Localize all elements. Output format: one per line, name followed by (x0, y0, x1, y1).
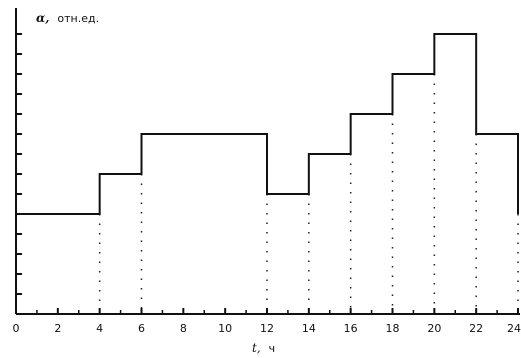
x-tick-label: 16 (344, 322, 358, 335)
y-axis-unit: отн.ед. (57, 12, 99, 25)
x-ticks (15, 308, 519, 314)
x-tick-label: 2 (54, 322, 61, 335)
x-tick-label: 0 (13, 322, 20, 335)
x-tick-label: 10 (218, 322, 232, 335)
x-tick-labels: 0 2 4 6 8 10 12 14 16 18 20 22 24 (13, 322, 521, 335)
x-axis-symbol: t, (252, 341, 261, 355)
dotted-guides (98, 74, 519, 314)
y-axis-label: α, отн.ед. (36, 9, 99, 26)
x-tick-label: 20 (427, 322, 441, 335)
x-axis-unit: ч (269, 342, 276, 355)
y-axis-symbol: α, (36, 11, 49, 25)
y-ticks (16, 33, 22, 295)
x-tick-label: 22 (469, 322, 483, 335)
x-tick-label: 18 (386, 322, 400, 335)
x-tick-label: 24 (507, 322, 521, 335)
x-tick-label: 12 (260, 322, 274, 335)
x-tick-label: 14 (302, 322, 316, 335)
series-step-line (16, 33, 519, 215)
x-tick-label: 8 (180, 322, 187, 335)
x-axis-label: t, ч (252, 339, 275, 356)
x-tick-label: 4 (96, 322, 103, 335)
x-tick-label: 6 (138, 322, 145, 335)
